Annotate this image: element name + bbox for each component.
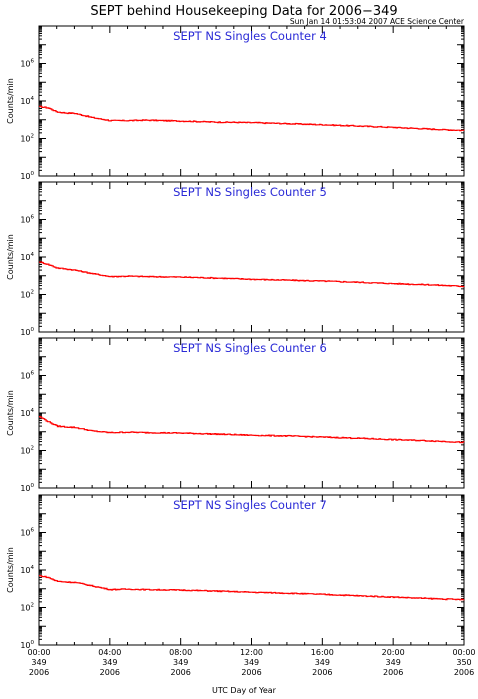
y-tick-label: 106 xyxy=(20,528,34,538)
plot-frame xyxy=(38,25,465,177)
chart-panel-2: 100 102 104 106 Counts/min SEPT NS Singles Co… xyxy=(6,181,465,337)
y-tick-label: 102 xyxy=(20,134,34,144)
panel-title: SEPT NS Singles Counter 7 xyxy=(173,498,327,512)
x-tick-label: 350 xyxy=(456,658,471,667)
x-tick-label: 00:00 xyxy=(452,648,475,657)
y-axis-label: Counts/min xyxy=(6,390,15,436)
x-tick-label: 2006 xyxy=(100,668,120,677)
series-line xyxy=(39,261,465,288)
x-tick-label: 12:00 xyxy=(240,648,263,657)
x-tick-label: 08:00 xyxy=(169,648,192,657)
y-tick-label: 104 xyxy=(20,96,34,106)
figure-subtitle: Sun Jan 14 01:53:04 2007 ACE Science Cen… xyxy=(290,17,465,26)
x-tick-label: 20:00 xyxy=(382,648,405,657)
y-tick-label: 100 xyxy=(20,640,34,650)
x-tick-label: 04:00 xyxy=(98,648,121,657)
y-tick-label: 106 xyxy=(20,215,34,225)
y-axis-label: Counts/min xyxy=(6,78,15,124)
series-line xyxy=(39,416,465,444)
plot-frame xyxy=(38,494,465,646)
y-tick-label: 104 xyxy=(20,565,34,575)
x-axis-label: UTC Day of Year xyxy=(212,686,277,695)
x-tick-label: 2006 xyxy=(29,668,49,677)
y-tick-label: 100 xyxy=(20,483,34,493)
y-tick-label: 100 xyxy=(20,171,34,181)
plot-frame xyxy=(38,337,465,489)
x-tick-label: 349 xyxy=(102,658,117,667)
y-tick-label: 102 xyxy=(20,446,34,456)
y-tick-label: 102 xyxy=(20,290,34,300)
x-tick-labels: 00:00349200604:00349200608:00349200612:0… xyxy=(27,648,475,677)
x-tick-label: 2006 xyxy=(454,668,474,677)
x-tick-label: 2006 xyxy=(170,668,190,677)
chart-panel-3: 100 102 104 106 Counts/min SEPT NS Singles Co… xyxy=(6,337,465,493)
x-tick-label: 2006 xyxy=(383,668,403,677)
y-axis-label: Counts/min xyxy=(6,547,15,593)
plot-frame xyxy=(38,181,465,333)
panel-title: SEPT NS Singles Counter 6 xyxy=(173,341,327,355)
x-tick-label: 16:00 xyxy=(311,648,334,657)
figure-title: SEPT behind Housekeeping Data for 2006−3… xyxy=(90,4,397,19)
chart-panel-4: 100 102 104 106 Counts/min SEPT NS Singles Co… xyxy=(6,494,465,650)
chart-panel-1: 100 102 104 106 Counts/min SEPT NS Singles Co… xyxy=(6,25,465,181)
y-axis-label: Counts/min xyxy=(6,234,15,280)
series-line xyxy=(39,105,465,132)
panels: 100 102 104 106 Counts/min SEPT NS Singles Co… xyxy=(6,25,465,650)
x-tick-label: 349 xyxy=(173,658,188,667)
y-tick-label: 106 xyxy=(20,371,34,381)
panel-title: SEPT NS Singles Counter 4 xyxy=(173,29,327,43)
y-tick-label: 104 xyxy=(20,252,34,262)
x-tick-label: 349 xyxy=(31,658,46,667)
y-tick-label: 102 xyxy=(20,603,34,613)
x-tick-label: 00:00 xyxy=(27,648,50,657)
y-tick-label: 100 xyxy=(20,327,34,337)
x-tick-label: 349 xyxy=(386,658,401,667)
x-tick-label: 349 xyxy=(244,658,259,667)
series-line xyxy=(39,574,465,601)
x-tick-label: 2006 xyxy=(312,668,332,677)
x-tick-label: 349 xyxy=(315,658,330,667)
x-tick-label: 2006 xyxy=(241,668,261,677)
panel-title: SEPT NS Singles Counter 5 xyxy=(173,185,327,199)
y-tick-label: 106 xyxy=(20,59,34,69)
y-tick-label: 104 xyxy=(20,408,34,418)
